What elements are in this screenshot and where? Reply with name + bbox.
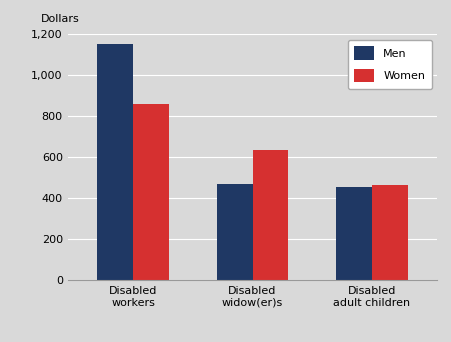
Bar [253, 149, 288, 280]
Bar [133, 104, 169, 280]
Bar [97, 44, 133, 280]
Legend: Men, Women: Men, Women [348, 40, 432, 89]
Bar [217, 184, 253, 280]
Text: Dollars: Dollars [41, 14, 79, 24]
Bar [372, 185, 408, 280]
Bar [336, 187, 372, 280]
